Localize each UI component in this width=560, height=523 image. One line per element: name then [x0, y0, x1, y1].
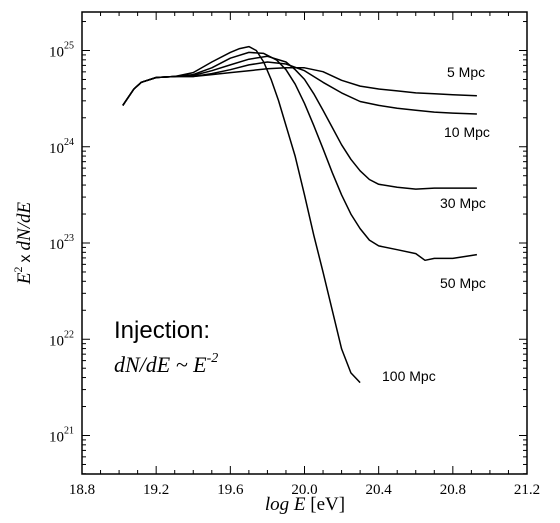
injection-formula: dN/dE ~ E-2 [114, 351, 218, 377]
series-line-50-mpc [122, 51, 478, 262]
injection-formula-base: dN/dE ~ E [114, 352, 207, 377]
x-tick-label: 20.8 [440, 482, 466, 498]
series-line-100-mpc [122, 45, 361, 384]
y-tick-label: 1025 [49, 41, 74, 61]
x-axis-unit: [eV] [310, 494, 345, 515]
y-tick-exponent: 24 [64, 137, 74, 148]
series-label-50-mpc: 50 Mpc [440, 275, 486, 291]
y-axis-exponent: 2 [11, 266, 25, 272]
x-axis-variable: log E [265, 494, 306, 515]
y-axis-label: E2 x dN/dE [11, 202, 35, 286]
series-label-5-mpc: 5 Mpc [447, 64, 485, 80]
y-axis-energy: E [14, 272, 35, 285]
y-axis-dnde: dN/dE [14, 202, 35, 251]
y-tick-base: 10 [49, 333, 64, 349]
injection-formula-exponent: -2 [207, 351, 219, 366]
y-tick-label: 1021 [49, 426, 74, 446]
y-tick-exponent: 21 [64, 426, 74, 437]
x-tick-label: 19.6 [217, 482, 244, 498]
injection-title: Injection: [114, 317, 210, 344]
x-tick-label: 21.2 [514, 482, 540, 498]
y-tick-label: 1024 [49, 137, 74, 157]
y-tick-label: 1023 [49, 233, 74, 253]
x-tick-label: 18.8 [69, 482, 95, 498]
series-label-100-mpc: 100 Mpc [382, 368, 436, 384]
series-label-30-mpc: 30 Mpc [440, 195, 486, 211]
x-tick-label: 19.2 [143, 482, 169, 498]
y-tick-exponent: 25 [64, 41, 74, 52]
y-tick-label: 1022 [49, 329, 74, 349]
y-tick-base: 10 [49, 430, 64, 446]
y-tick-base: 10 [49, 45, 64, 61]
series-line-5-mpc [122, 67, 477, 106]
y-tick-exponent: 22 [64, 329, 74, 340]
series-labels: 5 Mpc 10 Mpc 30 Mpc 50 Mpc 100 Mpc [382, 64, 490, 384]
series-label-10-mpc: 10 Mpc [444, 124, 490, 140]
series-lines [122, 45, 478, 384]
y-axis-times: x [17, 254, 34, 262]
y-tick-base: 10 [49, 141, 64, 157]
x-axis-label: log E [eV] [265, 494, 345, 515]
y-tick-base: 10 [49, 237, 64, 253]
x-tick-labels: 18.8 19.2 19.6 20.0 20.4 20.8 21.2 [69, 482, 540, 498]
series-line-10-mpc [122, 61, 477, 115]
plot-frame [81, 11, 528, 475]
x-tick-label: 20.0 [291, 482, 317, 498]
axis-ticks [81, 12, 528, 475]
x-tick-label: 20.4 [366, 482, 393, 498]
y-tick-exponent: 23 [64, 233, 74, 244]
